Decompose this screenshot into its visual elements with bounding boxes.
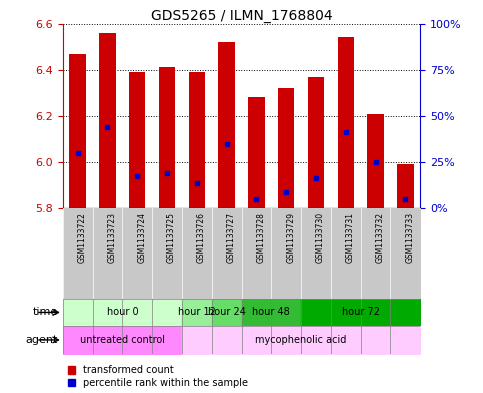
Legend: transformed count, percentile rank within the sample: transformed count, percentile rank withi… — [68, 365, 248, 388]
Bar — [248, 97, 265, 208]
Text: GSM1133731: GSM1133731 — [346, 212, 355, 263]
Text: GSM1133725: GSM1133725 — [167, 212, 176, 263]
Bar — [218, 42, 235, 208]
Text: hour 48: hour 48 — [253, 307, 290, 318]
Text: GSM1133728: GSM1133728 — [256, 212, 265, 263]
Bar — [129, 72, 145, 208]
Title: GDS5265 / ILMN_1768804: GDS5265 / ILMN_1768804 — [151, 9, 332, 22]
Text: GSM1133730: GSM1133730 — [316, 212, 325, 263]
Text: GSM1133726: GSM1133726 — [197, 212, 206, 263]
Bar — [368, 114, 384, 208]
Bar — [99, 33, 115, 208]
Text: agent: agent — [26, 335, 58, 345]
Text: GSM1133729: GSM1133729 — [286, 212, 295, 263]
Bar — [70, 53, 86, 208]
Bar — [278, 88, 294, 208]
Text: time: time — [33, 307, 58, 318]
Bar — [189, 72, 205, 208]
Bar — [159, 68, 175, 208]
Bar — [308, 77, 324, 208]
Text: GSM1133723: GSM1133723 — [108, 212, 116, 263]
Text: hour 24: hour 24 — [208, 307, 245, 318]
Text: hour 12: hour 12 — [178, 307, 216, 318]
Text: GSM1133733: GSM1133733 — [405, 212, 414, 263]
Bar — [397, 164, 413, 208]
Text: mycophenolic acid: mycophenolic acid — [256, 335, 347, 345]
Text: GSM1133727: GSM1133727 — [227, 212, 236, 263]
Text: hour 0: hour 0 — [107, 307, 138, 318]
Text: GSM1133724: GSM1133724 — [137, 212, 146, 263]
Bar — [338, 37, 354, 208]
Text: GSM1133732: GSM1133732 — [376, 212, 384, 263]
Text: untreated control: untreated control — [80, 335, 165, 345]
Text: GSM1133722: GSM1133722 — [78, 212, 86, 263]
Text: hour 72: hour 72 — [341, 307, 380, 318]
